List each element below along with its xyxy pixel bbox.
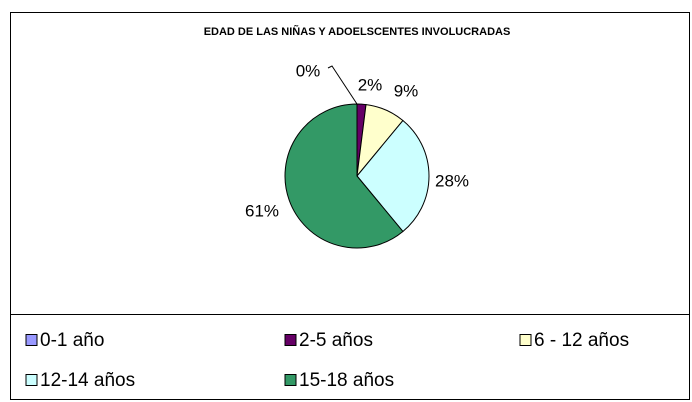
legend-frame — [10, 314, 690, 400]
legend-swatch — [284, 374, 297, 386]
legend-swatch — [284, 334, 297, 346]
leader-line — [327, 65, 358, 105]
legend-label: 0-1 año — [40, 330, 104, 351]
legend-label: 6 - 12 años — [534, 330, 629, 351]
data-label: 0% — [296, 61, 321, 80]
legend-swatch — [25, 374, 38, 386]
data-label: 61% — [245, 201, 279, 220]
pie-slice — [356, 119, 430, 233]
data-label: 28% — [435, 171, 469, 190]
data-label: 9% — [394, 81, 419, 100]
legend-label: 12-14 años — [40, 370, 135, 391]
pie-slice — [284, 103, 404, 249]
legend-swatch — [519, 334, 532, 346]
legend-swatch — [25, 334, 38, 346]
legend-label: 2-5 años — [299, 330, 373, 351]
data-label: 2% — [358, 75, 383, 94]
chart-title: EDAD DE LAS NIÑAS Y ADOELSCENTES INVOLUC… — [204, 25, 511, 38]
legend-label: 15-18 años — [299, 370, 394, 391]
